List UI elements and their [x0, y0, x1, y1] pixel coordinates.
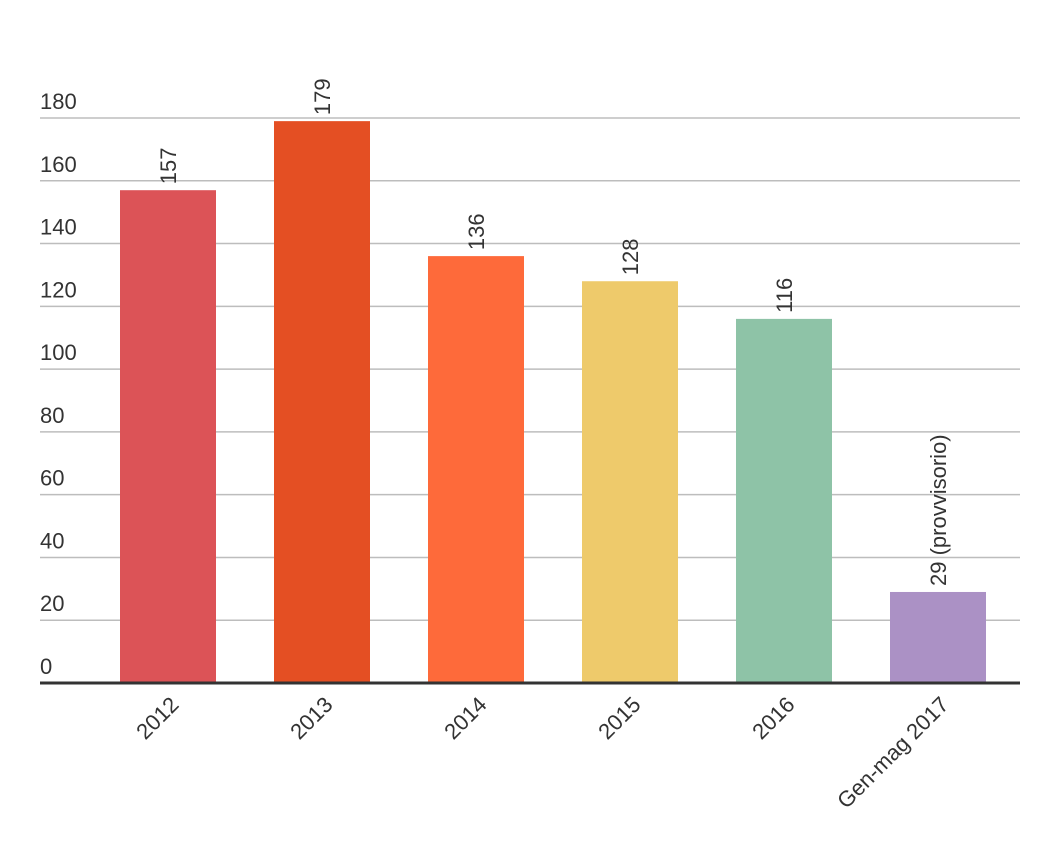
x-tick-label: 2015 [593, 692, 645, 744]
y-tick-label: 20 [40, 591, 64, 616]
value-label: 29 (provvisorio) [926, 434, 951, 586]
y-tick-label: 140 [40, 215, 77, 240]
bar [274, 121, 370, 683]
y-tick-label: 0 [40, 654, 52, 679]
value-label: 116 [772, 278, 797, 313]
bar [428, 256, 524, 683]
value-label: 179 [310, 78, 335, 115]
y-tick-label: 180 [40, 89, 77, 114]
y-tick-label: 60 [40, 466, 64, 491]
y-tick-label: 40 [40, 528, 64, 553]
value-label: 128 [618, 239, 643, 276]
x-tick-label: 2014 [439, 692, 491, 744]
y-tick-label: 80 [40, 403, 64, 428]
value-label: 157 [156, 147, 181, 184]
bar [582, 281, 678, 683]
x-tick-label: 2012 [131, 692, 183, 744]
x-tick-label: 2016 [747, 692, 799, 744]
y-tick-label: 160 [40, 152, 77, 177]
bar [890, 591, 986, 683]
y-tick-label: 120 [40, 277, 77, 302]
bar [736, 318, 832, 683]
x-tick-label: Gen-mag 2017 [832, 692, 953, 813]
bar [120, 190, 216, 683]
x-tick-label: 2013 [285, 692, 337, 744]
y-tick-label: 100 [40, 340, 77, 365]
value-label: 136 [464, 213, 489, 250]
